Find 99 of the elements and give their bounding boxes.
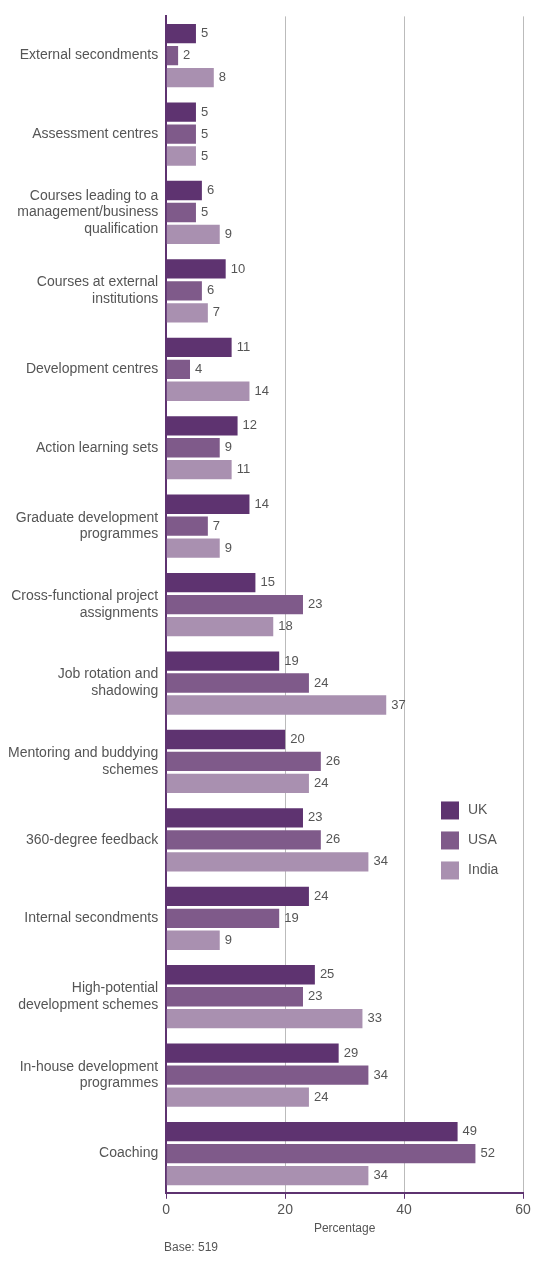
data-label: 25 [319, 966, 335, 982]
x-tick-label: 0 [162, 1201, 171, 1218]
x-tick-label: 40 [396, 1201, 413, 1218]
data-label: 23 [307, 809, 323, 825]
legend-label: UK [468, 801, 489, 818]
bar [166, 146, 196, 166]
bar [166, 773, 309, 794]
bar [166, 852, 369, 872]
data-label: 34 [373, 1066, 388, 1082]
y-tick-label: External secondments [19, 46, 159, 63]
bar [166, 673, 309, 693]
y-tick-label: Job rotation and shadowing [57, 665, 159, 699]
bar [166, 67, 214, 88]
data-label: 9 [224, 439, 232, 455]
bar [166, 1143, 476, 1164]
data-label: 7 [212, 304, 221, 320]
bar [166, 538, 220, 558]
y-tick-label: Internal secondments [24, 909, 159, 926]
y-tick-label: Mentoring and buddying schemes [7, 743, 159, 777]
bar [166, 516, 208, 536]
data-label: 34 [373, 1167, 388, 1183]
bar [166, 830, 321, 850]
bar [166, 1009, 363, 1029]
bar [166, 202, 196, 223]
bar [166, 45, 179, 66]
data-label: 9 [224, 226, 232, 241]
data-label: 20 [290, 731, 305, 747]
data-label: 24 [313, 774, 329, 790]
data-label: 5 [200, 25, 209, 41]
data-label: 24 [313, 1088, 329, 1104]
bar [166, 1065, 369, 1085]
bar [166, 930, 220, 950]
legend-label: India [468, 861, 499, 878]
y-tick-label: Development centres [25, 360, 159, 377]
data-label: 9 [224, 539, 232, 555]
data-label: 24 [313, 674, 329, 690]
bar [166, 594, 303, 615]
y-tick-label: Cross-functional project assignments [11, 587, 159, 620]
bar [166, 381, 250, 401]
x-axis-title: Percentage [313, 1221, 376, 1236]
data-label: 33 [367, 1010, 382, 1026]
data-label: 6 [206, 182, 215, 198]
data-label: 19 [284, 909, 299, 925]
bar [166, 303, 208, 323]
bar [166, 1087, 309, 1107]
x-tick-label: 20 [277, 1201, 294, 1218]
bar [166, 124, 196, 144]
data-label: 11 [236, 461, 251, 477]
data-label: 10 [230, 260, 246, 276]
data-label: 19 [284, 652, 299, 668]
data-label: 7 [212, 517, 221, 533]
data-label: 14 [254, 382, 269, 398]
data-label: 23 [307, 596, 323, 612]
data-label: 2 [183, 47, 191, 63]
y-tick-label: Courses leading to a management/business qualification [17, 186, 159, 237]
bar [166, 359, 191, 379]
y-tick-label: Graduate development programmes [15, 508, 159, 542]
data-label: 26 [325, 831, 341, 847]
bar [166, 695, 387, 715]
data-label: 52 [480, 1145, 495, 1161]
data-label: 26 [325, 753, 341, 769]
data-label: 9 [224, 931, 232, 947]
bar [166, 908, 280, 928]
bar [166, 224, 220, 245]
legend-label: USA [468, 831, 498, 848]
data-label: 18 [278, 618, 293, 634]
data-label: 11 [236, 338, 251, 354]
data-label: 6 [206, 282, 215, 298]
y-tick-label: Action learning sets [36, 438, 159, 455]
data-label: 14 [254, 495, 269, 511]
bar [166, 460, 232, 480]
y-tick-label: Courses at external institutions [36, 273, 159, 307]
y-tick-label: Assessment centres [32, 124, 159, 141]
y-tick-label: In-house development programmes [19, 1057, 159, 1091]
data-label: 23 [307, 988, 323, 1004]
data-label: 5 [200, 125, 209, 141]
data-label: 37 [391, 696, 406, 712]
data-label: 4 [195, 360, 203, 376]
bar [166, 281, 202, 301]
data-label: 12 [242, 417, 258, 433]
bar [166, 1165, 369, 1186]
bar [166, 751, 321, 772]
data-label: 8 [218, 69, 227, 85]
y-tick-label: Coaching [99, 1144, 159, 1161]
data-label: 29 [343, 1044, 359, 1060]
data-label: 5 [200, 103, 209, 119]
data-label: 5 [200, 204, 209, 220]
y-tick-label: High-potential development schemes [18, 979, 159, 1012]
y-tick-label: 360-degree feedback [25, 830, 160, 847]
data-label: 24 [313, 887, 329, 903]
data-label: 49 [462, 1123, 478, 1139]
data-label: 5 [200, 147, 209, 163]
text: Base: 519 [164, 1240, 219, 1254]
data-label: 15 [260, 574, 275, 590]
x-tick-label: 60 [515, 1201, 531, 1218]
bar [166, 987, 303, 1007]
bar [166, 438, 220, 458]
data-label: 34 [373, 853, 388, 869]
bar [166, 616, 274, 637]
